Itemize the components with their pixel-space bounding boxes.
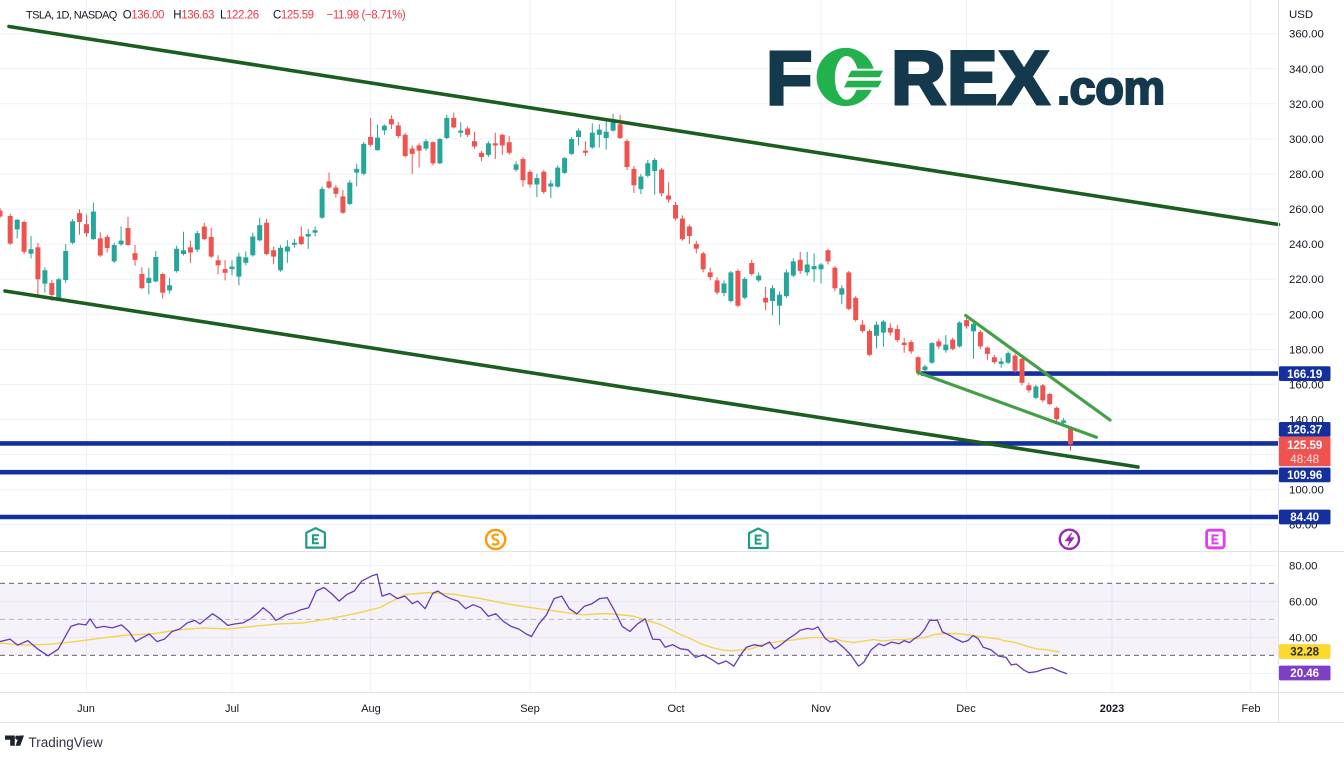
svg-text:240.00: 240.00: [1289, 239, 1324, 251]
svg-text:200.00: 200.00: [1289, 309, 1324, 321]
svg-text:USD: USD: [1289, 9, 1313, 21]
svg-text:H136.63: H136.63: [173, 10, 214, 22]
svg-text:Jul: Jul: [225, 703, 239, 715]
svg-text:340.00: 340.00: [1289, 64, 1324, 76]
svg-text:125.59: 125.59: [1287, 440, 1322, 452]
svg-text:Jun: Jun: [77, 703, 95, 715]
svg-text:Oct: Oct: [667, 703, 684, 715]
svg-text:166.19: 166.19: [1287, 369, 1322, 381]
svg-text:280.00: 280.00: [1289, 169, 1324, 181]
svg-text:40.00: 40.00: [1289, 632, 1318, 644]
svg-text:32.28: 32.28: [1290, 647, 1319, 659]
svg-text:126.37: 126.37: [1287, 425, 1322, 437]
svg-text:TSLA, 1D, NASDAQ: TSLA, 1D, NASDAQ: [26, 10, 118, 22]
svg-text:2023: 2023: [1100, 703, 1124, 715]
svg-text:−11.98 (−8.71%): −11.98 (−8.71%): [327, 10, 406, 22]
svg-text:48:48: 48:48: [1290, 454, 1319, 466]
svg-text:80.00: 80.00: [1289, 560, 1318, 572]
svg-text:60.00: 60.00: [1289, 596, 1318, 608]
svg-text:Sep: Sep: [520, 703, 540, 715]
svg-text:109.96: 109.96: [1287, 470, 1322, 482]
svg-text:300.00: 300.00: [1289, 134, 1324, 146]
svg-text:O136.00: O136.00: [123, 10, 164, 22]
svg-text:.com: .com: [1057, 61, 1165, 114]
svg-text:320.00: 320.00: [1289, 99, 1324, 111]
svg-text:Nov: Nov: [811, 703, 831, 715]
svg-text:20.46: 20.46: [1290, 668, 1319, 680]
svg-text:F: F: [766, 36, 812, 121]
svg-text:360.00: 360.00: [1289, 29, 1324, 41]
svg-text:100.00: 100.00: [1289, 485, 1324, 497]
svg-text:REX: REX: [891, 36, 1050, 121]
svg-text:84.40: 84.40: [1290, 512, 1319, 524]
svg-text:Feb: Feb: [1242, 703, 1261, 715]
svg-text:C125.59: C125.59: [273, 10, 314, 22]
svg-text:TradingView: TradingView: [29, 735, 104, 750]
svg-text:160.00: 160.00: [1289, 379, 1324, 391]
svg-text:180.00: 180.00: [1289, 344, 1324, 356]
svg-text:260.00: 260.00: [1289, 204, 1324, 216]
svg-text:220.00: 220.00: [1289, 274, 1324, 286]
svg-text:L122.26: L122.26: [220, 10, 259, 22]
svg-text:Dec: Dec: [956, 703, 976, 715]
svg-text:Aug: Aug: [361, 703, 381, 715]
